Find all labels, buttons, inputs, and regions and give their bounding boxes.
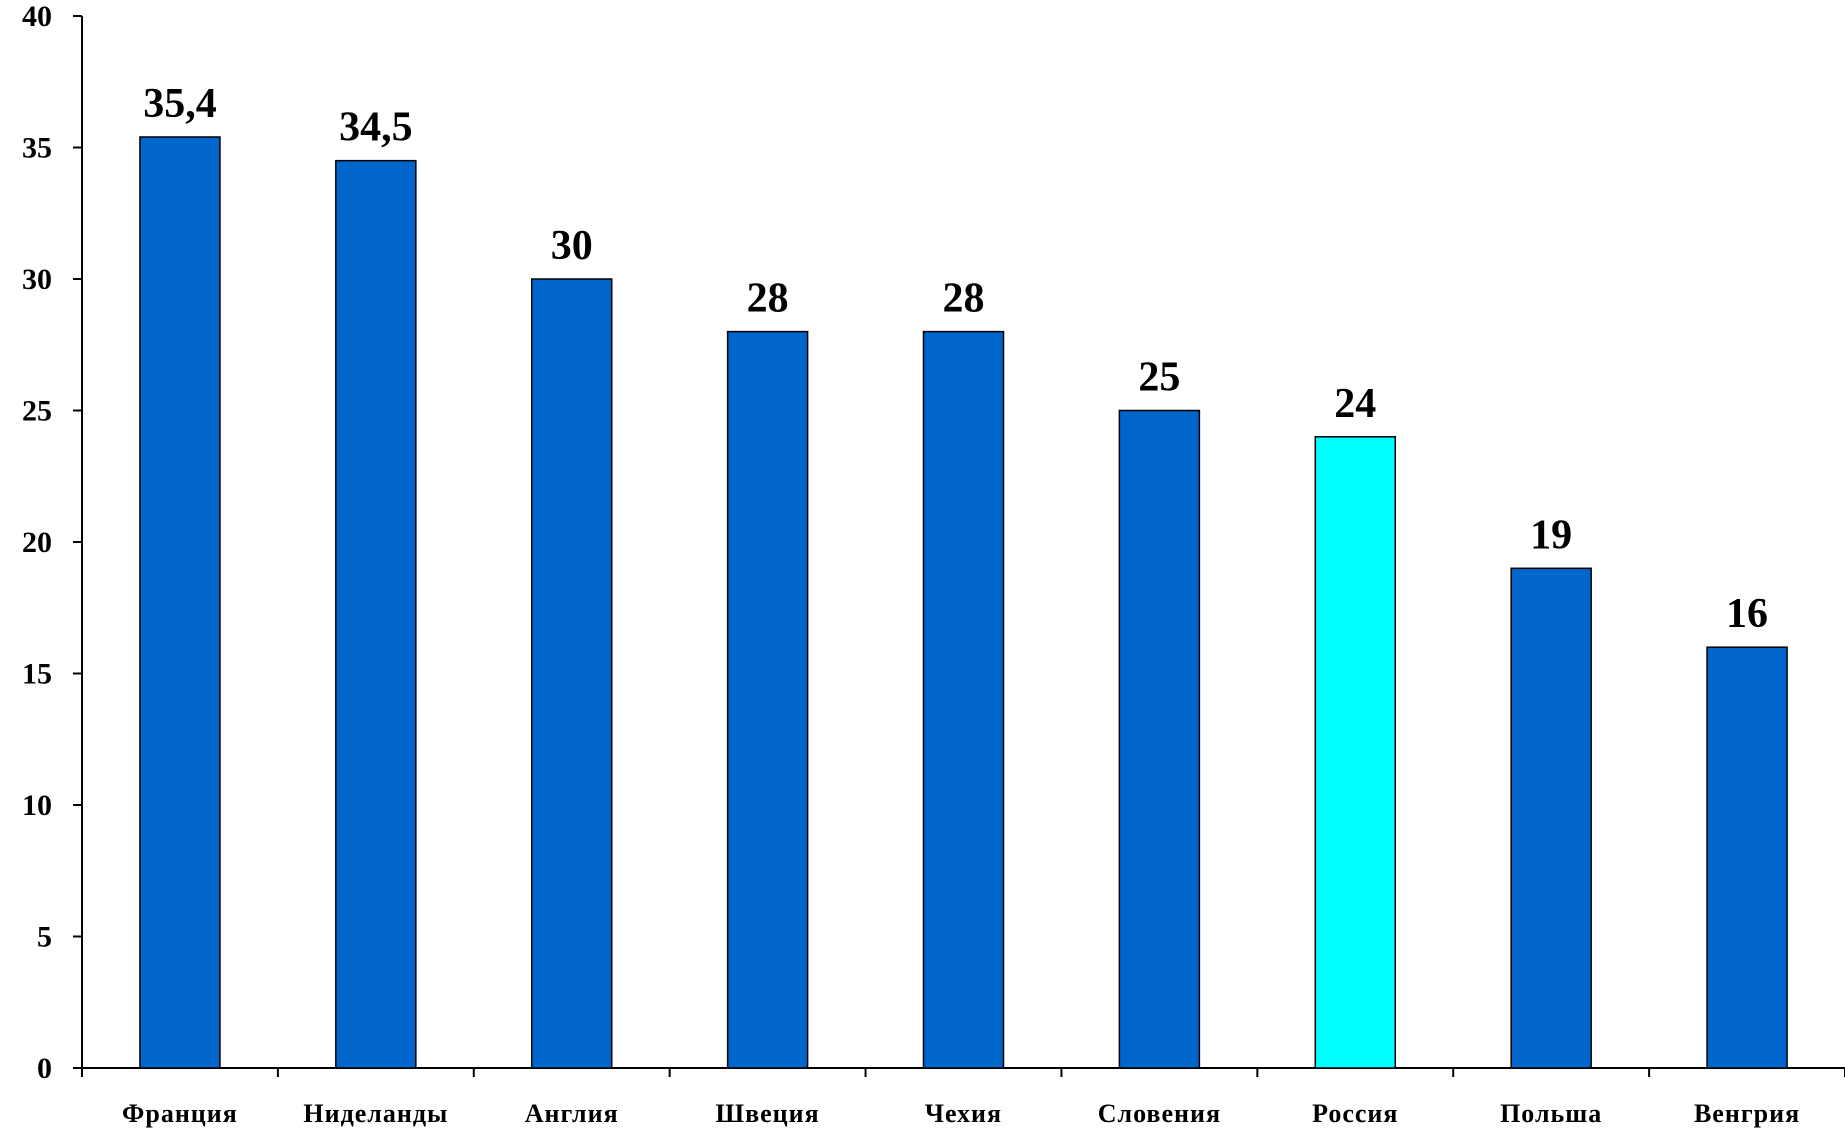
y-tick-label: 40 — [22, 0, 52, 33]
x-tick-label: Россия — [1312, 1099, 1398, 1128]
chart-bars — [139, 136, 1788, 1069]
y-tick-label: 25 — [22, 395, 52, 428]
data-label: 34,5 — [339, 105, 413, 151]
x-tick-label: Польша — [1500, 1099, 1602, 1128]
x-tick-label: Чехия — [925, 1099, 1002, 1128]
bar-2 — [530, 278, 613, 1069]
y-tick-label: 5 — [37, 921, 52, 954]
bar-6 — [1314, 436, 1397, 1069]
bar-0 — [139, 136, 221, 1069]
x-tick-label: Словения — [1098, 1099, 1221, 1128]
y-tick-label: 35 — [22, 132, 52, 165]
y-tick-label: 30 — [22, 263, 52, 296]
x-tick-label: Англия — [525, 1099, 619, 1128]
bar-7 — [1510, 567, 1592, 1069]
y-tick-label: 10 — [22, 789, 52, 822]
x-tick-label: Ниделанды — [303, 1099, 448, 1128]
data-label: 28 — [943, 276, 985, 322]
x-tick-label: Венгрия — [1694, 1099, 1800, 1128]
x-axis-ticks: Франция Ниделанды Англия Швеция Чехия Словени… — [122, 1099, 1800, 1128]
data-label: 30 — [551, 223, 593, 269]
y-axis-ticks: 0 5 10 15 20 25 30 35 40 — [22, 0, 82, 1085]
data-label: 25 — [1138, 355, 1180, 401]
data-label: 35,4 — [143, 81, 217, 127]
data-label: 24 — [1334, 381, 1376, 427]
y-tick-label: 20 — [22, 526, 52, 559]
y-tick-label: 15 — [22, 658, 52, 691]
bar-8 — [1706, 646, 1788, 1069]
bar-3 — [726, 330, 809, 1069]
x-tick-label: Франция — [122, 1099, 238, 1128]
chart-data-labels: 35,4 34,5 30 28 28 25 24 19 16 — [143, 81, 1768, 637]
y-tick-label: 0 — [37, 1052, 52, 1085]
bar-4 — [922, 330, 1005, 1069]
data-label: 16 — [1726, 591, 1768, 637]
x-tick-label: Швеция — [716, 1099, 820, 1128]
bar-5 — [1118, 409, 1201, 1069]
data-label: 19 — [1530, 512, 1572, 558]
data-label: 28 — [747, 276, 789, 322]
bar-1 — [335, 159, 417, 1069]
